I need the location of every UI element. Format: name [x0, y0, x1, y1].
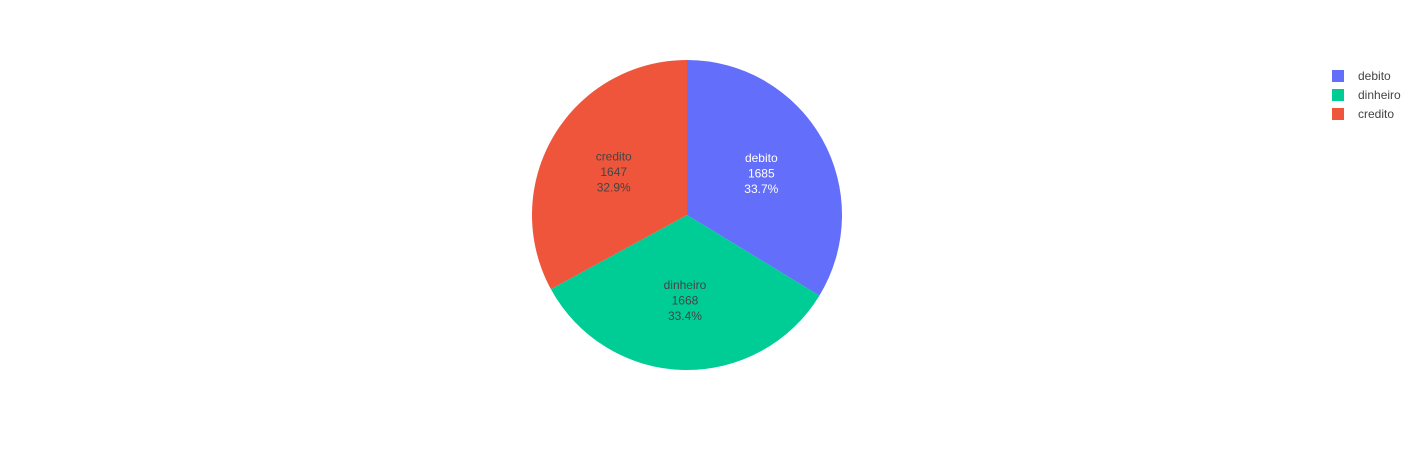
legend-swatch-dinheiro — [1332, 88, 1344, 101]
pie-slice-dinheiro[interactable] — [550, 215, 820, 371]
legend: debito dinheiro credito — [1332, 66, 1401, 123]
legend-label-credito: credito — [1358, 106, 1395, 121]
legend-label-debito: debito — [1358, 68, 1391, 83]
legend-item-dinheiro[interactable]: dinheiro — [1332, 85, 1401, 104]
pie-slice-credito[interactable] — [532, 60, 687, 290]
slice-label-dinheiro: dinheiro — [664, 278, 707, 292]
slice-value-credito: 1647 — [600, 165, 627, 179]
slice-percent-debito: 33.7% — [744, 182, 778, 196]
slice-percent-credito: 32.9% — [597, 180, 631, 194]
legend-item-credito[interactable]: credito — [1332, 104, 1401, 123]
legend-swatch-credito — [1332, 107, 1344, 120]
legend-item-debito[interactable]: debito — [1332, 66, 1401, 85]
slice-value-debito: 1685 — [748, 167, 775, 181]
slice-percent-dinheiro: 33.4% — [668, 309, 702, 323]
pie-slice-debito[interactable] — [687, 60, 843, 296]
slice-label-debito: debito — [745, 151, 778, 165]
slice-value-dinheiro: 1668 — [672, 294, 699, 308]
slice-label-credito: credito — [596, 149, 632, 163]
legend-label-dinheiro: dinheiro — [1358, 87, 1401, 102]
legend-swatch-debito — [1332, 69, 1344, 82]
